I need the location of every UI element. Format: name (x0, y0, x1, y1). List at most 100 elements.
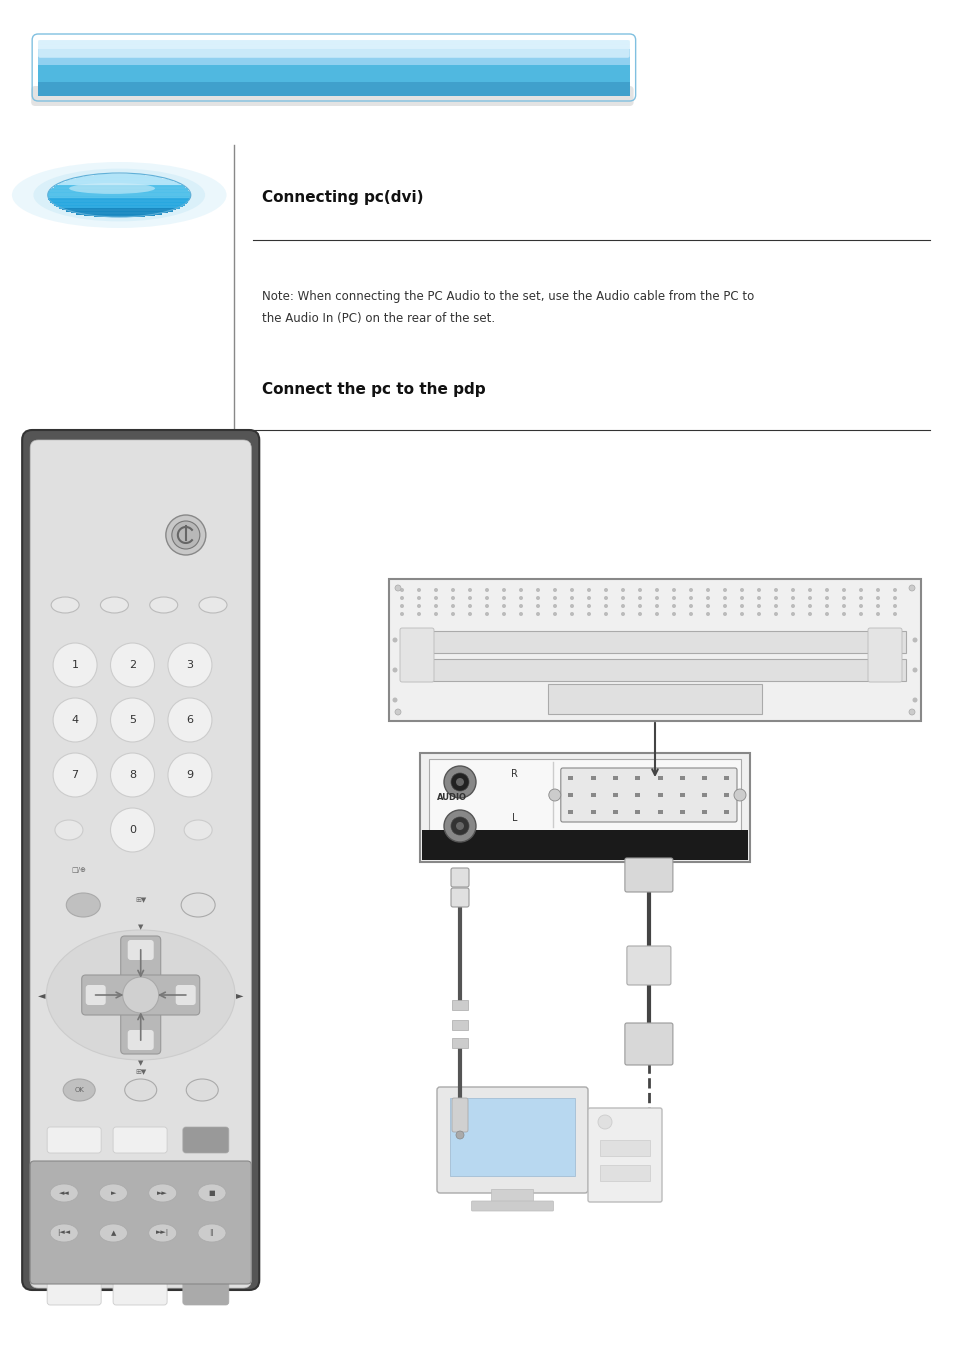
Circle shape (451, 612, 455, 616)
Text: AUDIO: AUDIO (436, 794, 467, 802)
Bar (38, 59, 629, 61)
Circle shape (722, 612, 726, 616)
Text: ⊞▼: ⊞▼ (135, 896, 146, 903)
Circle shape (705, 612, 709, 616)
Bar (590, 793, 595, 797)
Circle shape (705, 604, 709, 608)
FancyBboxPatch shape (38, 40, 629, 58)
Circle shape (416, 604, 420, 608)
Circle shape (392, 638, 397, 643)
Bar (568, 776, 573, 780)
Circle shape (858, 604, 862, 608)
Bar (38, 53, 629, 55)
FancyBboxPatch shape (47, 1127, 101, 1153)
Text: □/⊕: □/⊕ (71, 867, 87, 874)
Circle shape (518, 588, 522, 592)
Text: |◄◄: |◄◄ (57, 1229, 71, 1236)
FancyBboxPatch shape (31, 86, 633, 106)
Circle shape (655, 588, 659, 592)
Bar (51, 189, 188, 191)
Bar (452, 1000, 468, 1010)
Bar (38, 44, 629, 46)
Bar (38, 62, 629, 63)
Bar (84, 177, 154, 178)
Circle shape (824, 588, 828, 592)
Bar (599, 1140, 649, 1157)
Circle shape (740, 604, 743, 608)
Circle shape (638, 612, 641, 616)
Circle shape (688, 588, 692, 592)
Circle shape (456, 822, 463, 830)
Circle shape (468, 612, 472, 616)
FancyBboxPatch shape (47, 1242, 101, 1267)
FancyBboxPatch shape (560, 768, 737, 822)
Bar (38, 94, 629, 96)
Circle shape (434, 596, 437, 600)
Bar (38, 51, 629, 53)
Ellipse shape (100, 597, 129, 613)
Ellipse shape (184, 820, 212, 840)
Bar (38, 93, 629, 94)
Bar (38, 82, 629, 84)
Bar (38, 92, 629, 93)
FancyBboxPatch shape (452, 1099, 468, 1132)
Circle shape (53, 698, 97, 741)
Bar (38, 47, 629, 49)
Circle shape (688, 604, 692, 608)
Circle shape (399, 604, 403, 608)
FancyBboxPatch shape (867, 628, 901, 682)
Bar (51, 187, 187, 190)
Circle shape (773, 612, 778, 616)
FancyBboxPatch shape (471, 1201, 553, 1211)
Bar (38, 54, 629, 55)
Circle shape (399, 588, 403, 592)
Bar (38, 53, 629, 54)
Ellipse shape (198, 1184, 226, 1202)
Bar (657, 793, 662, 797)
Bar (38, 55, 629, 57)
FancyBboxPatch shape (86, 985, 106, 1006)
Circle shape (586, 596, 590, 600)
Circle shape (111, 754, 154, 797)
Circle shape (484, 588, 489, 592)
Bar (38, 81, 629, 82)
Bar (38, 75, 629, 77)
Bar (635, 810, 639, 814)
Bar (38, 89, 629, 90)
Text: R: R (511, 768, 517, 779)
Circle shape (908, 709, 914, 714)
Circle shape (548, 789, 560, 801)
Bar (612, 776, 618, 780)
Circle shape (586, 612, 590, 616)
Bar (51, 202, 187, 205)
Text: ►►|: ►►| (156, 1229, 169, 1236)
Bar (51, 201, 188, 202)
Bar (38, 46, 629, 47)
Text: 3: 3 (186, 661, 193, 670)
Circle shape (434, 604, 437, 608)
Bar (38, 82, 629, 85)
Circle shape (111, 807, 154, 852)
Ellipse shape (63, 1078, 95, 1101)
Text: OK: OK (74, 1086, 84, 1093)
Bar (38, 85, 629, 86)
Circle shape (603, 604, 607, 608)
Bar (635, 793, 639, 797)
Circle shape (501, 588, 505, 592)
Circle shape (620, 588, 624, 592)
Circle shape (569, 588, 574, 592)
FancyBboxPatch shape (175, 985, 195, 1006)
Circle shape (908, 585, 914, 590)
Circle shape (757, 604, 760, 608)
Circle shape (875, 612, 879, 616)
FancyBboxPatch shape (113, 1165, 167, 1192)
Text: ⊞▼: ⊞▼ (135, 1069, 146, 1074)
Bar (66, 181, 172, 182)
Circle shape (123, 977, 158, 1012)
FancyBboxPatch shape (113, 1202, 167, 1229)
Bar (59, 183, 179, 185)
Circle shape (773, 596, 778, 600)
FancyBboxPatch shape (624, 857, 672, 892)
FancyBboxPatch shape (389, 580, 920, 721)
Circle shape (841, 588, 845, 592)
